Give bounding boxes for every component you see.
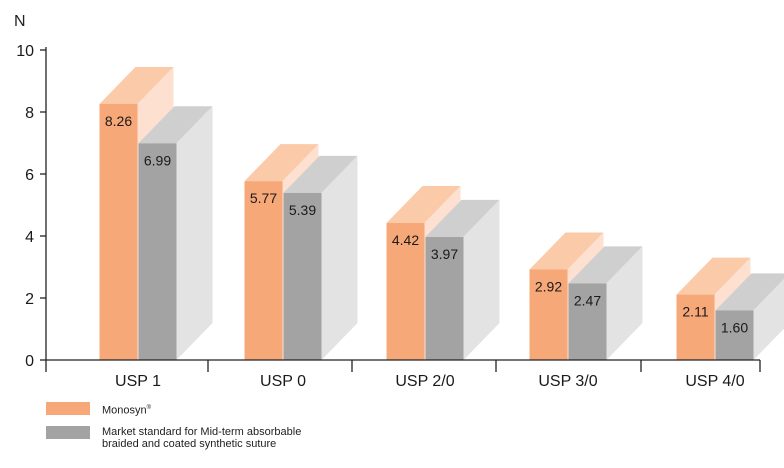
legend-swatch-market-standard [46,425,90,439]
bar-market-standard-2: 5.39 [283,155,358,360]
bar-front-face [425,236,464,360]
bar-market-standard-5: 1.60 [715,273,784,360]
bar-front-face [386,222,425,360]
data-label-market-standard-5: 1.60 [721,319,748,335]
bar-market-standard-4: 2.47 [568,246,643,360]
bar-top-face [138,106,213,144]
bar-side-face [321,155,358,360]
bar-top-face [529,232,604,270]
x-tick-label-4: USP 3/0 [538,373,597,390]
bar-front-face [529,269,568,360]
x-tick-label-1: USP 1 [115,373,161,390]
bar-side-face [176,106,213,360]
data-label-monosyn-1: 8.26 [105,113,132,129]
y-tick-label-4: 4 [25,229,34,246]
bar-top-face [283,155,358,193]
y-tick-label-2: 2 [25,291,34,308]
data-label-monosyn-2: 5.77 [250,190,277,206]
bar-top-face [99,66,174,104]
bar-front-face [283,192,322,360]
legend-label-market-standard: Market standard for Mid-term absorbable [102,425,302,438]
x-tick-label-5: USP 4/0 [685,373,744,390]
legend-item-monosyn: Monosyn® [46,402,301,417]
bar-top-face [244,144,319,182]
axes: 0 2 4 6 8 10 USP 1 USP 0 USP 2/0 USP 3/0 USP 4/0 [16,43,761,390]
bar-top-face [715,273,784,311]
bar-top-face [425,199,500,237]
bar-top-face [568,246,643,284]
bar-front-face [676,294,715,360]
y-tick-label-8: 8 [25,105,34,122]
bar-top-face [676,257,751,295]
bar-front-face [715,310,754,360]
legend-label-monosyn: Monosyn [102,404,147,417]
bar-side-face [463,199,500,360]
bar-market-standard-1: 6.99 [138,106,213,360]
data-label-monosyn-5: 2.11 [682,304,708,320]
legend-swatch-monosyn [46,402,90,415]
data-label-market-standard-3: 3.97 [431,246,458,262]
y-axis-label: N [14,13,26,30]
bar-layer: 8.26 6.99 5.77 5.39 4.42 3.97 2.92 2.47 2.11 1.60 [99,66,784,360]
y-tick-label-10: 10 [16,43,34,60]
bar-top-face [386,185,461,223]
data-label-market-standard-1: 6.99 [144,152,171,168]
x-tick-label-2: USP 0 [260,373,306,390]
legend-item-market-standard: Market standard for Mid-term absorbable … [46,425,302,450]
bar-front-face [99,103,138,360]
legend: Monosyn® Market standard for Mid-term ab… [46,402,301,459]
bar-front-face [138,143,177,360]
bar-side-face [753,279,784,360]
y-tick-label-6: 6 [25,167,34,184]
registered-mark: ® [146,405,152,411]
bar-front-face [568,283,607,360]
data-label-market-standard-4: 2.47 [574,292,601,308]
data-label-monosyn-3: 4.42 [392,232,419,248]
bar-side-face [606,246,643,360]
data-label-monosyn-4: 2.92 [535,278,562,294]
data-label-market-standard-2: 5.39 [289,202,316,218]
x-tick-label-3: USP 2/0 [395,373,454,390]
bar-front-face [244,181,283,360]
y-tick-label-0: 0 [25,353,34,370]
bar-market-standard-3: 3.97 [425,199,500,360]
legend-label-market-standard-line2: braided and coated synthetic suture [102,437,277,450]
